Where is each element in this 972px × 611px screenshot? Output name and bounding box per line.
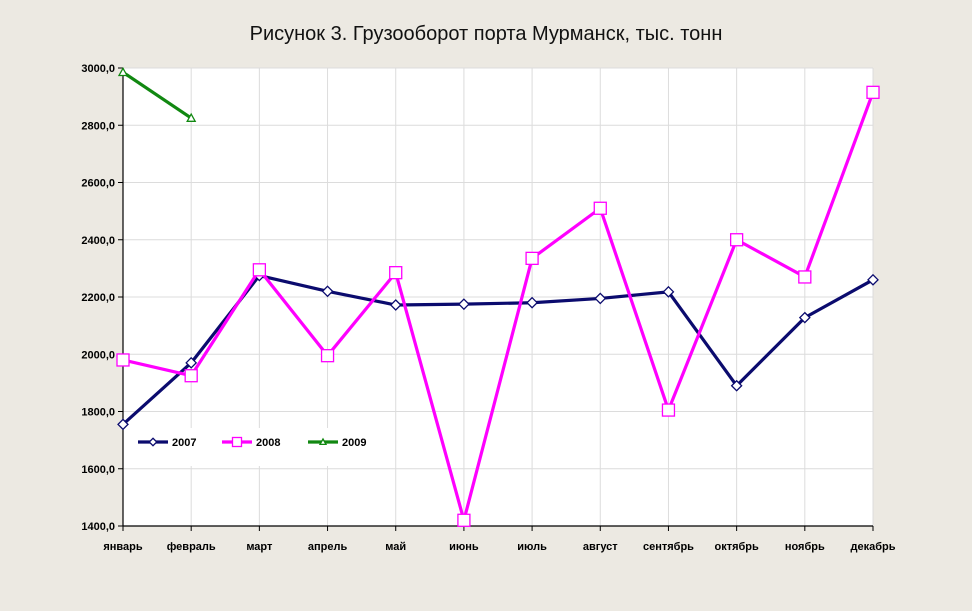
diamond-marker	[867, 273, 879, 286]
y-tick-label: 1400,0	[81, 521, 115, 533]
diamond-marker	[321, 285, 334, 298]
y-tick-label: 2800,0	[81, 120, 115, 132]
diamond-marker	[594, 292, 607, 305]
y-tick-label: 2400,0	[81, 235, 115, 247]
diamond-marker	[526, 296, 539, 309]
x-tick-label: октябрь	[714, 541, 759, 553]
gridlines	[123, 67, 874, 526]
square-marker	[252, 263, 267, 277]
diamond-marker	[798, 311, 811, 324]
axes: 1400,0 1600,0 1800,0 2000,0 2200,0 2400,0 2600…	[81, 63, 895, 553]
square-marker	[320, 349, 335, 363]
x-tick-label: сентябрь	[643, 541, 694, 553]
diamond-marker	[730, 379, 743, 392]
diamond-marker	[457, 298, 470, 311]
x-tick-label: ноябрь	[785, 541, 825, 553]
square-marker	[389, 266, 403, 280]
x-tick-label: апрель	[308, 541, 348, 553]
legend: 2007 2008 2009	[132, 428, 378, 466]
x-tick-label: декабрь	[851, 541, 896, 553]
legend-label-2007: 2007	[172, 437, 196, 449]
series-2008	[116, 85, 880, 527]
square-marker	[729, 233, 744, 247]
square-marker	[457, 513, 471, 527]
square-marker	[116, 353, 130, 367]
y-tick-label: 2200,0	[81, 292, 115, 304]
triangle-marker	[117, 66, 129, 77]
diamond-marker	[389, 299, 402, 311]
x-tick-label: июль	[517, 541, 547, 553]
diamond-marker	[185, 356, 198, 369]
y-tick-label: 2000,0	[81, 349, 115, 361]
diamond-marker	[148, 437, 158, 447]
square-marker	[231, 436, 243, 448]
square-marker	[866, 85, 880, 99]
triangle-marker	[318, 437, 328, 446]
x-tick-label: январь	[103, 541, 143, 553]
diamond-marker	[117, 418, 129, 431]
square-marker	[798, 270, 812, 284]
diamond-marker	[662, 285, 675, 298]
square-marker	[525, 251, 539, 266]
legend-label-2009: 2009	[342, 437, 366, 449]
square-marker	[184, 369, 198, 383]
series-line-2008	[122, 91, 875, 522]
y-tick-label: 2600,0	[81, 178, 115, 190]
x-tick-label: февраль	[167, 541, 216, 553]
y-tick-label: 3000,0	[81, 63, 115, 75]
series-lines	[116, 66, 880, 527]
x-tick-label: август	[583, 541, 618, 553]
y-tick-label: 1600,0	[81, 464, 115, 476]
chart-title: Рисунок 3. Грузооборот порта Мурманск, т…	[250, 23, 723, 45]
series-line-2009	[122, 70, 193, 120]
square-marker	[593, 201, 607, 215]
x-tick-label: март	[246, 541, 273, 553]
triangle-marker	[186, 112, 197, 122]
x-tick-label: май	[385, 541, 406, 553]
x-tick-label: июнь	[449, 541, 479, 553]
square-marker	[661, 403, 676, 417]
y-tick-label: 1800,0	[81, 407, 115, 419]
legend-box	[132, 428, 378, 466]
series-2009	[117, 66, 197, 122]
legend-label-2008: 2008	[256, 437, 280, 449]
